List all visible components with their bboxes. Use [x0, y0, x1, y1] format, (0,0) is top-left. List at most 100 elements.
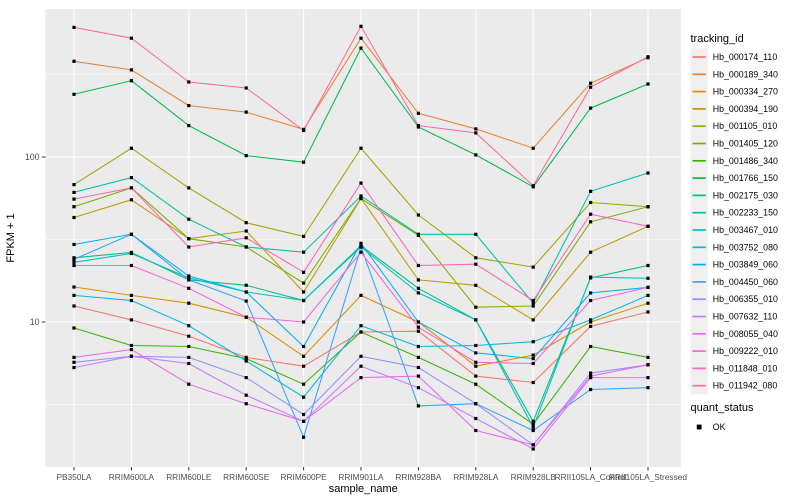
data-point — [72, 360, 76, 364]
data-point — [129, 348, 133, 352]
data-point — [359, 354, 363, 358]
data-point — [187, 382, 191, 386]
legend-label: Hb_003467_010 — [713, 225, 778, 235]
data-point — [302, 364, 306, 368]
data-point — [244, 402, 248, 406]
data-point — [187, 286, 191, 290]
legend-item-Hb_003467_010: Hb_003467_010 — [690, 221, 778, 239]
data-point — [359, 324, 363, 328]
data-point — [129, 293, 133, 297]
data-point — [416, 263, 420, 268]
legend-item-Hb_004450_060: Hb_004450_060 — [690, 273, 778, 291]
data-point — [474, 382, 478, 386]
data-point — [531, 318, 535, 322]
data-point — [129, 232, 133, 236]
data-point — [302, 344, 306, 349]
data-point — [244, 110, 248, 114]
legend-item-Hb_000394_190: Hb_000394_190 — [690, 100, 778, 118]
data-point — [359, 24, 363, 28]
data-point — [187, 324, 191, 328]
data-point — [72, 285, 76, 289]
legend-item-Hb_001486_340: Hb_001486_340 — [690, 152, 778, 170]
data-point — [646, 276, 650, 280]
data-point — [646, 82, 650, 86]
data-point — [187, 237, 191, 241]
data-point — [531, 357, 535, 361]
data-point — [129, 68, 133, 72]
x-axis-tick-label: RRIM928LB — [511, 472, 557, 482]
data-point — [72, 59, 76, 63]
legend-item-Hb_007632_110: Hb_007632_110 — [690, 307, 777, 326]
data-point — [244, 299, 248, 303]
data-point — [416, 213, 420, 217]
data-point — [244, 315, 248, 319]
data-point — [589, 344, 593, 349]
data-point — [359, 146, 363, 150]
legend-label: Hb_000334_270 — [713, 87, 778, 97]
data-point — [646, 376, 650, 380]
data-point — [187, 186, 191, 190]
data-point — [646, 301, 650, 305]
data-point — [244, 245, 248, 249]
data-point — [416, 111, 420, 115]
data-point — [72, 242, 76, 247]
data-point — [72, 257, 76, 261]
x-axis-tick-label: RRIM600PE — [281, 472, 328, 482]
data-point — [72, 215, 76, 220]
legend-item-Hb_011848_010: Hb_011848_010 — [690, 359, 777, 378]
data-point — [72, 25, 76, 29]
legend-label: Hb_003752_080 — [713, 242, 778, 252]
legend-label: Hb_002175_030 — [713, 190, 778, 200]
legend-item-Hb_001105_010: Hb_001105_010 — [690, 117, 777, 135]
data-point — [646, 355, 650, 359]
data-point — [531, 422, 535, 426]
legend-item-Hb_009222_010: Hb_009222_010 — [690, 342, 778, 360]
data-point — [302, 412, 306, 417]
data-point — [302, 354, 306, 358]
data-point — [646, 293, 650, 297]
data-point — [187, 355, 191, 359]
legend-label: Hb_001766_150 — [713, 173, 778, 183]
data-point — [129, 318, 133, 322]
legend-item-Hb_001405_120: Hb_001405_120 — [690, 134, 778, 153]
y-axis-tick-label: 100 — [25, 152, 40, 162]
data-point — [72, 205, 76, 209]
data-point — [416, 278, 420, 282]
data-point — [72, 183, 76, 187]
data-point — [646, 205, 650, 209]
data-point — [244, 236, 248, 240]
legend-label: Hb_003849_060 — [713, 260, 778, 270]
data-point — [359, 196, 363, 201]
data-point — [302, 160, 306, 164]
data-point — [359, 376, 363, 380]
data-point — [589, 81, 593, 85]
data-point — [129, 176, 133, 180]
data-point — [72, 304, 76, 308]
legend-label: Hb_000174_110 — [713, 52, 778, 62]
data-point — [129, 263, 133, 268]
y-axis-tick-label: 10 — [30, 317, 40, 327]
legend-item-Hb_002175_030: Hb_002175_030 — [690, 186, 778, 205]
data-point — [474, 318, 478, 322]
x-axis-tick-label: PB350LA — [56, 472, 92, 482]
data-point — [646, 224, 650, 228]
data-point — [474, 232, 478, 236]
data-point — [531, 428, 535, 433]
data-point — [474, 127, 478, 131]
legend-title-quant-status: quant_status — [691, 402, 754, 414]
data-point — [531, 447, 535, 451]
legend-label: OK — [713, 422, 726, 432]
legend-label: Hb_011942_080 — [713, 381, 778, 391]
data-point — [646, 363, 650, 367]
data-point — [531, 146, 535, 150]
data-point — [416, 344, 420, 349]
data-point — [302, 270, 306, 274]
data-point — [302, 281, 306, 285]
data-point — [187, 124, 191, 128]
data-point — [302, 419, 306, 423]
legend-title-tracking-id: tracking_id — [691, 33, 744, 45]
data-point — [129, 343, 133, 348]
data-point — [589, 374, 593, 378]
data-point — [187, 274, 191, 278]
